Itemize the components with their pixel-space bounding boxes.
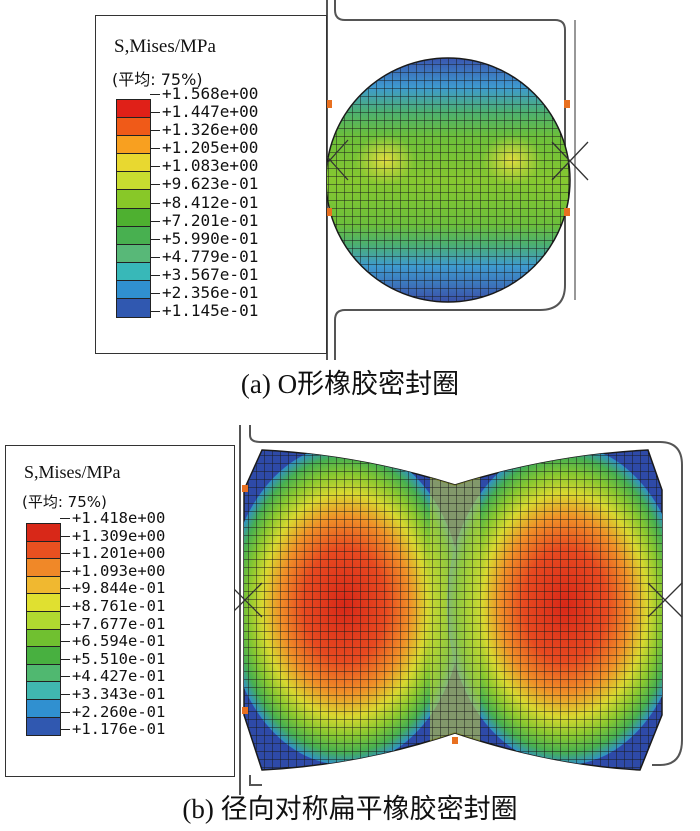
figure-a: S,Mises/MPa (平均: 75%) +1.568e+00 +1.447e+… — [0, 0, 700, 415]
scale-color-band — [27, 682, 60, 700]
stress-legend: S,Mises/MPa (平均: 75%) +1.418e+00 +1.309e+… — [5, 445, 235, 777]
caption-a: (a) O形橡胶密封圈 — [240, 369, 460, 399]
scale-color-band — [117, 244, 150, 263]
scale-color-band — [117, 172, 150, 191]
scale-value-label: +1.447e+00 — [150, 103, 258, 121]
scale-value-label: +3.567e-01 — [150, 265, 258, 284]
scale-color-band — [117, 100, 150, 119]
scale-color-band — [27, 664, 60, 683]
scale-color-band — [27, 524, 60, 542]
scale-color-band — [117, 118, 150, 137]
scale-value-label: +1.309e+00 — [60, 527, 165, 546]
scale-value-label: +4.779e-01 — [150, 247, 258, 266]
scale-color-band — [27, 699, 60, 718]
scale-value-label: +1.201e+00 — [60, 544, 165, 563]
figure-b: S,Mises/MPa (平均: 75%) +1.418e+00 +1.309e+… — [0, 415, 700, 831]
scale-value-label: +8.761e-01 — [60, 597, 165, 616]
scale-value-label: +1.083e+00 — [150, 157, 258, 175]
legend-title: S,Mises/MPa — [114, 36, 216, 57]
legend-title: S,Mises/MPa — [24, 462, 121, 482]
scale-color-band — [117, 190, 150, 209]
scale-color-band — [117, 226, 150, 245]
scale-color-band — [117, 154, 150, 173]
caption-b: (b) 径向对称扁平橡胶密封圈 — [182, 794, 518, 824]
scale-color-band — [117, 208, 150, 227]
scale-value-label: +1.205e+00 — [150, 139, 258, 157]
scale-color-band — [27, 594, 60, 612]
legend-average: (平均: 75%) — [112, 70, 203, 89]
scale-value-label: +9.844e-01 — [60, 580, 165, 598]
scale-value-label: +1.093e+00 — [60, 562, 165, 581]
scale-color-band — [27, 559, 60, 577]
stress-legend: S,Mises/MPa (平均: 75%) +1.568e+00 +1.447e+… — [95, 15, 327, 354]
scale-value-label: +1.326e+00 — [150, 121, 258, 139]
scale-value-label: +8.412e-01 — [150, 193, 258, 212]
scale-value-label: +1.145e-01 — [150, 302, 258, 320]
scale-labels: +1.568e+00 +1.447e+00 +1.326e+00 +1.205e+00… — [150, 84, 258, 320]
scale-value-label: +1.418e+00 — [60, 509, 165, 528]
scale-value-label: +4.427e-01 — [60, 668, 165, 686]
scale-value-label: +5.990e-01 — [150, 229, 258, 248]
scale-color-band — [27, 611, 60, 630]
scale-color-band — [117, 280, 150, 300]
scale-value-label: +9.623e-01 — [150, 175, 258, 193]
scale-color-band — [27, 629, 60, 648]
color-scale — [116, 99, 151, 319]
scale-value-label: +1.176e-01 — [60, 720, 165, 739]
scale-value-label: +6.594e-01 — [60, 632, 165, 651]
scale-color-band — [117, 262, 150, 281]
color-scale — [26, 523, 61, 737]
scale-color-band — [27, 647, 60, 665]
scale-value-label: +7.677e-01 — [60, 615, 165, 634]
legend-average: (平均: 75%) — [22, 493, 107, 511]
scale-color-band — [117, 299, 150, 318]
scale-value-label: +1.568e+00 — [150, 84, 258, 103]
scale-value-label: +3.343e-01 — [60, 685, 165, 704]
scale-color-band — [27, 717, 60, 736]
flat-seal-mesh-plot — [227, 425, 683, 795]
scale-color-band — [117, 136, 150, 155]
scale-color-band — [27, 576, 60, 595]
scale-value-label: +2.356e-01 — [150, 283, 258, 302]
scale-value-label: +5.510e-01 — [60, 650, 165, 669]
scale-value-label: +2.260e-01 — [60, 703, 165, 722]
scale-labels: +1.418e+00 +1.309e+00 +1.201e+00 +1.093e+00… — [60, 509, 165, 739]
scale-color-band — [27, 541, 60, 560]
scale-value-label: +7.201e-01 — [150, 211, 258, 230]
